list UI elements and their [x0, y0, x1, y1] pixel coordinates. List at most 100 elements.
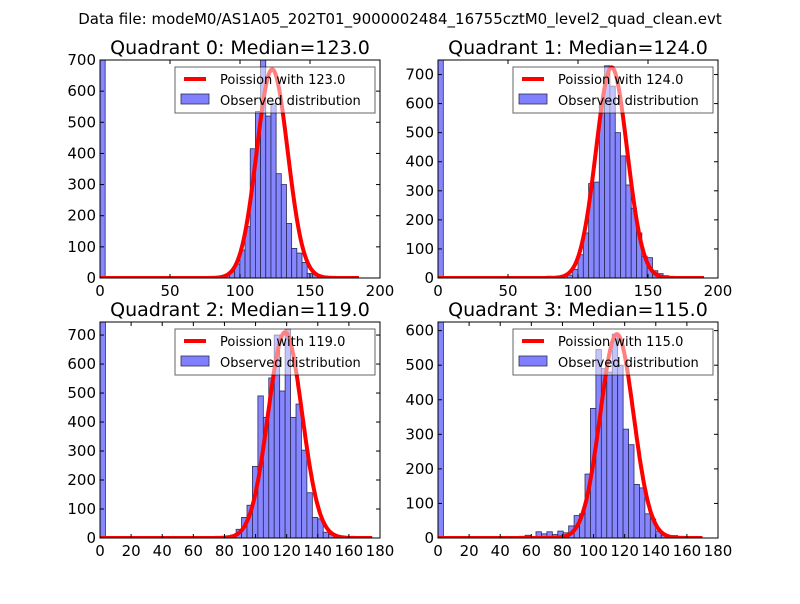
y-tick-label: 700 — [67, 326, 96, 344]
histogram-bar — [275, 173, 282, 278]
legend: Poission with 115.0 Observed distribution — [512, 328, 714, 376]
subplot-title: Quadrant 2: Median=119.0 — [110, 299, 370, 321]
legend-box — [174, 328, 376, 376]
x-tick-label: 120 — [272, 542, 301, 560]
plot-area — [100, 60, 361, 278]
y-tick-label: 100 — [405, 240, 434, 258]
histogram-bar — [625, 184, 632, 278]
y-tick-label: 300 — [405, 425, 434, 443]
y-tick-label: 200 — [405, 460, 434, 478]
y-tick-label: 700 — [67, 51, 96, 69]
y-tick-label: 0 — [86, 529, 96, 547]
histogram-bar — [296, 252, 303, 278]
plot-area — [100, 322, 374, 538]
legend-curve-label: Poission with 124.0 — [558, 73, 683, 88]
legend-box — [174, 66, 376, 114]
legend-box — [512, 66, 714, 114]
y-tick-label: 300 — [67, 176, 96, 194]
y-tick-label: 0 — [86, 269, 96, 287]
histogram-bar — [280, 184, 287, 278]
x-tick-label: 80 — [553, 542, 572, 560]
x-tick-label: 100 — [226, 282, 255, 300]
x-tick-label: 20 — [460, 542, 479, 560]
y-tick-label: 400 — [67, 413, 96, 431]
subplot-title: Quadrant 0: Median=123.0 — [110, 37, 370, 59]
histogram-bar — [438, 322, 444, 538]
histogram-bar — [306, 492, 313, 538]
legend-curve-label: Poission with 123.0 — [220, 73, 345, 88]
y-tick-label: 700 — [405, 66, 434, 84]
x-tick-label: 60 — [184, 542, 203, 560]
histogram-bar — [617, 364, 624, 538]
histogram-bar — [593, 181, 600, 278]
x-tick-label: 150 — [634, 282, 663, 300]
axes-frame — [437, 321, 719, 539]
histogram-bar — [290, 416, 297, 538]
x-tick-label: 60 — [522, 542, 541, 560]
y-tick-label: 500 — [405, 356, 434, 374]
x-tick-label: 0 — [433, 542, 443, 560]
histogram-bar — [270, 103, 277, 278]
x-tick-label: 100 — [579, 542, 608, 560]
y-tick-label: 200 — [67, 471, 96, 489]
subplot-title: Quadrant 1: Median=124.0 — [448, 37, 708, 59]
y-tick-label: 600 — [67, 82, 96, 100]
axes-frame — [99, 321, 381, 539]
y-tick-label: 400 — [67, 144, 96, 162]
y-tick-label: 400 — [405, 391, 434, 409]
y-tick-label: 500 — [67, 113, 96, 131]
histogram-bar — [279, 390, 286, 538]
histogram-bar — [265, 115, 272, 278]
x-tick-label: 100 — [564, 282, 593, 300]
x-tick-label: 140 — [303, 542, 332, 560]
legend-curve-label: Poission with 119.0 — [220, 335, 345, 350]
histogram-bar — [620, 155, 627, 278]
y-tick-label: 300 — [405, 182, 434, 200]
x-tick-label: 120 — [610, 542, 639, 560]
histogram-bar — [438, 60, 444, 278]
y-tick-label: 0 — [424, 269, 434, 287]
histogram-bar — [614, 132, 621, 278]
legend-bars-label: Observed distribution — [558, 94, 699, 109]
y-tick-label: 200 — [405, 211, 434, 229]
histogram-bar — [291, 248, 298, 278]
histogram-bar — [609, 85, 616, 278]
histogram-bar — [295, 403, 302, 538]
histogram-bar — [622, 428, 629, 538]
legend: Poission with 119.0 Observed distribution — [174, 328, 376, 376]
histogram-bar — [286, 223, 293, 278]
x-tick-label: 0 — [95, 282, 105, 300]
histogram-bar — [644, 513, 651, 538]
y-tick-label: 600 — [67, 355, 96, 373]
y-tick-label: 500 — [405, 124, 434, 142]
poisson-curve — [438, 332, 704, 538]
poisson-curve — [100, 67, 361, 278]
histogram-bar — [100, 60, 106, 278]
x-tick-label: 20 — [122, 542, 141, 560]
x-tick-label: 100 — [241, 542, 270, 560]
subplot-title: Quadrant 3: Median=115.0 — [448, 299, 708, 321]
y-tick-label: 0 — [424, 529, 434, 547]
subplot-quadrant-1: Quadrant 1: Median=124.0 0 50 100 150 200 0 100… — [405, 37, 732, 300]
x-tick-label: 160 — [673, 542, 702, 560]
x-tick-label: 160 — [335, 542, 364, 560]
legend: Poission with 123.0 Observed distribution — [174, 66, 376, 114]
histogram-bar — [633, 484, 640, 538]
y-tick-label: 500 — [67, 384, 96, 402]
y-tick-label: 100 — [405, 494, 434, 512]
x-tick-label: 40 — [491, 542, 510, 560]
y-tick-label: 200 — [67, 207, 96, 225]
y-tick-label: 100 — [67, 500, 96, 518]
legend-bars-label: Observed distribution — [220, 94, 361, 109]
legend-curve-label: Poission with 115.0 — [558, 335, 683, 350]
histogram-bar — [628, 444, 635, 538]
subplot-quadrant-0: Quadrant 0: Median=123.0 0 50 100 150 200 0 100… — [67, 37, 394, 300]
x-tick-label: 180 — [704, 542, 733, 560]
y-tick-label: 400 — [405, 153, 434, 171]
x-tick-label: 40 — [153, 542, 172, 560]
legend-bars-label: Observed distribution — [558, 356, 699, 371]
histogram-bar — [322, 531, 330, 538]
x-tick-label: 150 — [296, 282, 325, 300]
x-tick-label: 200 — [366, 282, 395, 300]
